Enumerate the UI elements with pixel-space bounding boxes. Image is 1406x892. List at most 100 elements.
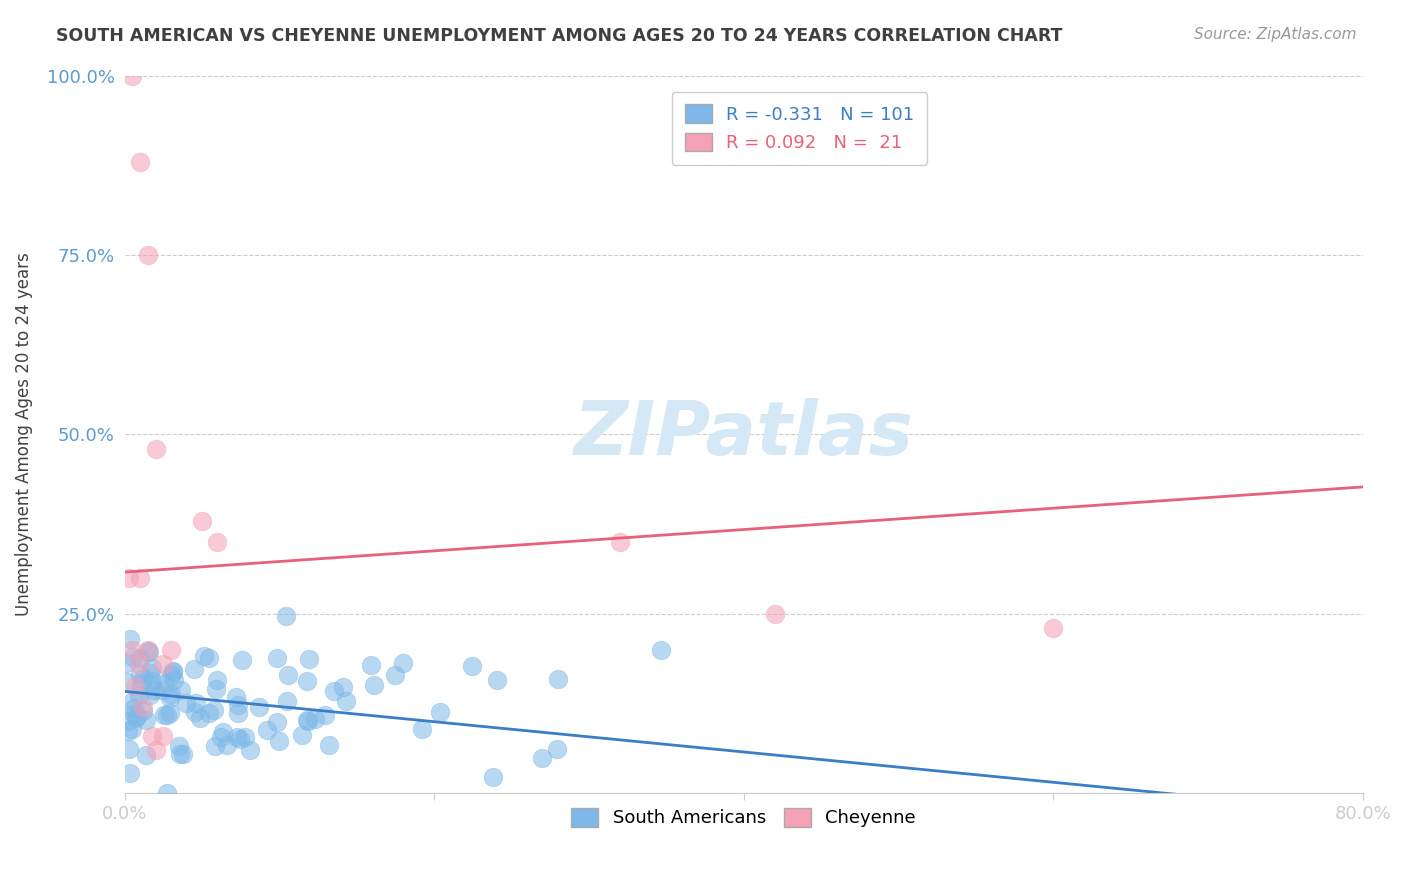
Point <box>128 651 150 665</box>
Point <box>145 442 167 456</box>
Point <box>269 734 291 748</box>
Point <box>363 678 385 692</box>
Point <box>231 653 253 667</box>
Point <box>429 705 451 719</box>
Point <box>174 696 197 710</box>
Point <box>318 738 340 752</box>
Point <box>205 681 228 696</box>
Point <box>225 690 247 705</box>
Point <box>159 691 181 706</box>
Point <box>141 678 163 692</box>
Point <box>153 708 176 723</box>
Point <box>298 652 321 666</box>
Point <box>228 706 250 720</box>
Point <box>193 649 215 664</box>
Point <box>120 632 142 646</box>
Point <box>155 675 177 690</box>
Point <box>152 657 174 672</box>
Point <box>117 724 139 739</box>
Point <box>122 694 145 708</box>
Point <box>183 706 205 720</box>
Point <box>136 642 159 657</box>
Point <box>159 687 181 701</box>
Point <box>121 642 143 657</box>
Point <box>226 698 249 712</box>
Point <box>650 642 672 657</box>
Point <box>530 751 553 765</box>
Point <box>215 739 238 753</box>
Point <box>141 729 163 743</box>
Point <box>141 674 163 689</box>
Point <box>211 725 233 739</box>
Point <box>162 664 184 678</box>
Point <box>117 742 139 756</box>
Point <box>204 739 226 753</box>
Point <box>297 714 319 729</box>
Point <box>169 747 191 762</box>
Point <box>322 683 344 698</box>
Point <box>170 683 193 698</box>
Point <box>266 651 288 665</box>
Text: SOUTH AMERICAN VS CHEYENNE UNEMPLOYMENT AMONG AGES 20 TO 24 YEARS CORRELATION CH: SOUTH AMERICAN VS CHEYENNE UNEMPLOYMENT … <box>56 27 1063 45</box>
Point <box>266 715 288 730</box>
Point <box>121 69 143 83</box>
Point <box>172 747 194 761</box>
Point <box>295 673 318 688</box>
Point <box>198 706 221 721</box>
Point <box>609 535 631 549</box>
Point <box>132 705 155 719</box>
Point <box>121 722 143 736</box>
Point <box>162 665 184 679</box>
Point <box>291 728 314 742</box>
Point <box>129 154 152 169</box>
Point <box>132 672 155 686</box>
Point <box>138 688 160 702</box>
Point <box>160 642 183 657</box>
Point <box>125 711 148 725</box>
Point <box>152 729 174 743</box>
Point <box>136 248 159 262</box>
Point <box>304 712 326 726</box>
Point <box>461 658 484 673</box>
Point <box>127 709 149 723</box>
Point <box>167 739 190 754</box>
Point <box>332 680 354 694</box>
Point <box>122 701 145 715</box>
Point <box>276 694 298 708</box>
Point <box>335 694 357 708</box>
Point <box>115 675 138 690</box>
Point <box>226 730 249 744</box>
Point <box>159 706 181 721</box>
Point <box>135 713 157 727</box>
Point <box>384 668 406 682</box>
Point <box>129 667 152 681</box>
Point <box>115 656 138 670</box>
Point <box>139 666 162 681</box>
Point <box>235 730 257 744</box>
Point <box>191 514 214 528</box>
Point <box>247 699 270 714</box>
Point <box>392 656 415 670</box>
Point <box>314 708 336 723</box>
Point <box>128 657 150 672</box>
Point <box>256 723 278 738</box>
Y-axis label: Unemployment Among Ages 20 to 24 years: Unemployment Among Ages 20 to 24 years <box>15 252 32 616</box>
Point <box>121 649 143 664</box>
Point <box>141 661 163 675</box>
Point <box>129 571 152 585</box>
Point <box>229 732 252 747</box>
Point <box>763 607 786 621</box>
Point <box>297 713 319 727</box>
Point <box>160 667 183 681</box>
Point <box>239 742 262 756</box>
Text: Source: ZipAtlas.com: Source: ZipAtlas.com <box>1194 27 1357 42</box>
Point <box>138 645 160 659</box>
Point <box>411 722 433 736</box>
Point <box>128 689 150 703</box>
Point <box>211 731 233 745</box>
Point <box>135 747 157 762</box>
Point <box>183 663 205 677</box>
Point <box>360 657 382 672</box>
Point <box>150 682 173 697</box>
Legend: South Americans, Cheyenne: South Americans, Cheyenne <box>564 801 924 835</box>
